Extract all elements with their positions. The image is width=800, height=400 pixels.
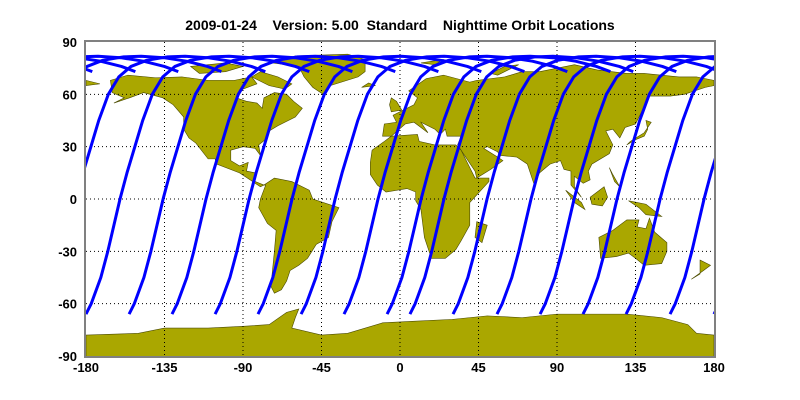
- landmass-africa: [370, 134, 490, 259]
- y-tick-label: 30: [63, 140, 77, 155]
- y-tick-label: -60: [58, 297, 77, 312]
- orbit-track: [0, 56, 48, 314]
- land-layer: [86, 53, 714, 356]
- orbit-track: [624, 65, 714, 315]
- x-tick-label: 45: [471, 360, 485, 375]
- x-tick-label: 0: [396, 360, 403, 375]
- map-title: 2009-01-24 Version: 5.00 Standard Nightt…: [185, 17, 615, 33]
- landmass-chukotka: [86, 80, 101, 86]
- landmass-borneo: [589, 186, 608, 207]
- landmass-greenland: [272, 53, 366, 95]
- y-tick-label: 60: [63, 87, 77, 102]
- x-tick-label: 180: [703, 360, 725, 375]
- x-tick-label: -90: [234, 360, 253, 375]
- orbit-track: [712, 310, 714, 315]
- plot-frame: [84, 40, 716, 358]
- x-tick-label: -135: [151, 360, 177, 375]
- orbit-track: [757, 56, 800, 314]
- x-tick-label: -45: [312, 360, 331, 375]
- x-tick-label: 90: [550, 360, 564, 375]
- landmass-south-america: [258, 177, 340, 294]
- y-tick-label: -30: [58, 244, 77, 259]
- x-tick-label: -180: [73, 360, 99, 375]
- orbit-tracks: [0, 54, 800, 315]
- orbit-track: [86, 54, 266, 169]
- landmass-australia: [598, 217, 668, 266]
- orbit-track: [668, 157, 714, 315]
- axis-ticks: -180 -135 -90 -45 0 45 90 135 180 90 60 30 0 -30 -60 -9…: [58, 35, 725, 375]
- x-tick-label: 135: [625, 360, 647, 375]
- orbit-track: [581, 55, 714, 315]
- y-tick-label: -90: [58, 349, 77, 364]
- landmass-antarctica: [86, 308, 714, 356]
- landmass-new-guinea: [628, 200, 663, 217]
- orbit-track: [0, 56, 5, 314]
- y-tick-label: 0: [70, 192, 77, 207]
- y-tick-label: 90: [63, 35, 77, 50]
- orbit-track: [86, 67, 93, 74]
- landmass-new-zealand: [691, 259, 712, 280]
